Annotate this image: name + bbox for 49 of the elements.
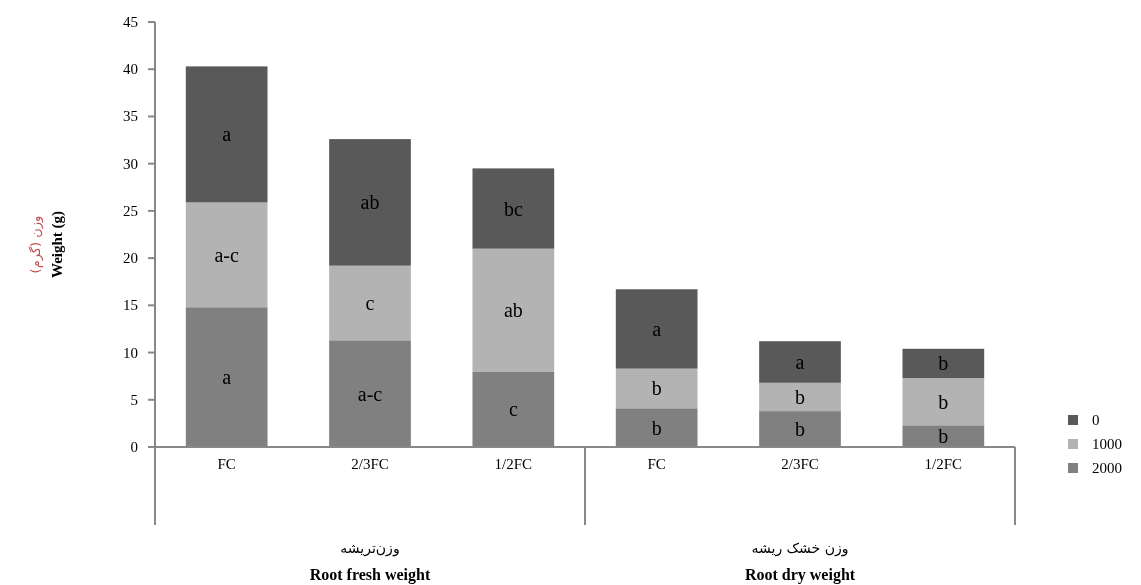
data-label: ab — [360, 191, 380, 214]
bar — [472, 248, 555, 372]
x-tick-label: 2/3FC — [351, 456, 389, 472]
y-tick-label: 5 — [130, 391, 138, 408]
legend-label: 0 — [1092, 412, 1100, 428]
y-tick-label: 0 — [130, 439, 138, 455]
data-label: a — [795, 351, 805, 373]
bar — [472, 168, 555, 249]
bar — [759, 341, 841, 383]
x-tick-label: 1/2FC — [924, 456, 963, 472]
x-tick-label: FC — [217, 456, 236, 472]
y-tick-label: 30 — [123, 155, 138, 172]
y-tick-label: 40 — [123, 61, 138, 78]
legend-label: 1000 — [1092, 436, 1122, 452]
y-tick-label: 25 — [123, 202, 138, 219]
data-label: a-c — [214, 243, 239, 266]
data-label: b — [795, 418, 805, 441]
data-label: b — [938, 390, 949, 413]
y-tick-label: 15 — [123, 297, 138, 314]
data-label: c — [365, 291, 375, 314]
bar — [902, 378, 985, 426]
data-label: ab — [503, 299, 523, 322]
bar — [329, 265, 411, 341]
bar — [615, 368, 698, 409]
data-label: c — [508, 398, 518, 421]
data-label: b — [651, 416, 662, 439]
bar — [902, 348, 985, 379]
data-label: a — [222, 366, 232, 389]
x-tick-label: 2/3FC — [781, 456, 819, 472]
bar — [329, 139, 411, 266]
bar — [185, 66, 268, 203]
y-tick-label: 35 — [123, 108, 138, 125]
data-label: a-c — [357, 382, 383, 405]
data-label: b — [938, 352, 949, 375]
data-label: b — [795, 385, 805, 408]
y-tick-label: 45 — [123, 14, 138, 30]
data-label: a — [222, 123, 232, 146]
legend-label: 2000 — [1092, 460, 1122, 476]
bar — [185, 202, 268, 308]
y-tick-label: 10 — [123, 344, 138, 361]
y-tick-label: 20 — [123, 250, 138, 267]
bar — [759, 382, 841, 412]
data-label: b — [651, 377, 662, 400]
data-label: b — [938, 425, 949, 448]
bar — [615, 289, 698, 369]
data-label: bc — [503, 197, 523, 220]
x-tick-label: FC — [647, 456, 666, 472]
x-tick-label: 1/2FC — [494, 456, 533, 472]
data-label: a — [652, 317, 662, 340]
